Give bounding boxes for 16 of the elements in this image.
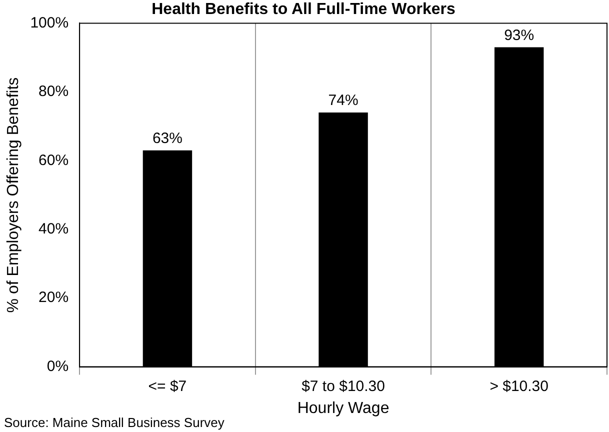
y-tick-label: 40% [38,220,69,238]
data-label: 93% [504,26,534,44]
y-tick-label: 100% [30,14,69,32]
y-tick-label: 60% [38,152,69,169]
data-label: 63% [152,130,182,147]
chart-title: Health Benefits to All Full-Time Workers [152,1,456,18]
data-label: 74% [328,92,358,110]
x-axis-title: Hourly Wage [297,400,390,417]
y-tick-label: 80% [38,83,69,100]
x-tick-label: $7 to $10.30 [302,378,385,395]
source-note: Source: Maine Small Business Survey [4,415,224,430]
x-tick-label: > $10.30 [490,378,548,395]
x-tick-label: <= $7 [148,378,187,395]
y-tick-label: 0% [46,358,69,375]
y-tick-label: 20% [38,289,69,306]
y-axis-title: % of Employers Offering Benefits [5,77,22,313]
